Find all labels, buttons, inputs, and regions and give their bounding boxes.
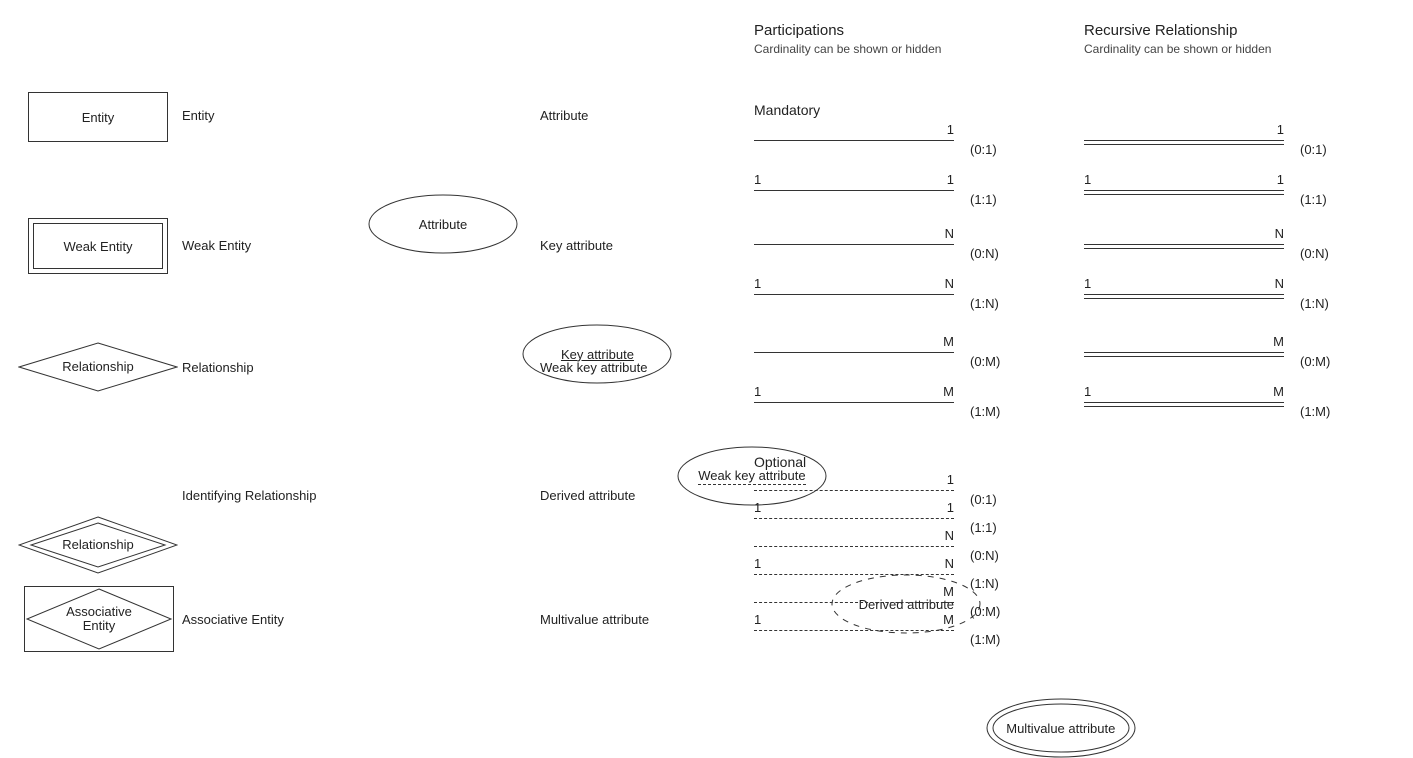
cardinality-line: M	[1084, 352, 1284, 358]
derived-attribute-caption: Derived attribute	[540, 488, 635, 503]
cardinality-left: 1	[754, 500, 761, 515]
cardinality-right: M	[943, 612, 954, 627]
relationship-symbol: Relationship	[18, 342, 178, 392]
cardinality-line: M	[754, 352, 954, 358]
cardinality-left: 1	[754, 612, 761, 627]
cardinality-line: 11	[754, 190, 954, 196]
relationship-label: Relationship	[62, 360, 134, 374]
key-attribute-symbol: Key attribute	[522, 324, 672, 384]
cardinality-line: 11	[754, 518, 954, 524]
cardinality-right: M	[943, 334, 954, 349]
identifying-relationship-caption: Identifying Relationship	[182, 488, 316, 503]
participations-heading: Participations	[754, 22, 844, 39]
cardinality-left: 1	[754, 276, 761, 291]
cardinality-text: (1:N)	[1300, 296, 1329, 311]
cardinality-text: (1:N)	[970, 576, 999, 591]
cardinality-line: 1M	[754, 630, 954, 636]
entity-label: Entity	[82, 110, 115, 125]
cardinality-line: M	[754, 602, 954, 608]
cardinality-text: (0:M)	[1300, 354, 1330, 369]
relationship-caption: Relationship	[182, 360, 254, 375]
associative-entity-symbol: Associative Entity	[24, 586, 174, 652]
cardinality-line: 1N	[754, 574, 954, 580]
key-attribute-caption: Key attribute	[540, 238, 613, 253]
associative-entity-caption: Associative Entity	[182, 612, 284, 627]
cardinality-text: (0:N)	[1300, 246, 1329, 261]
weak-entity-label: Weak Entity	[63, 239, 132, 254]
cardinality-right: M	[1273, 334, 1284, 349]
cardinality-text: (1:N)	[970, 296, 999, 311]
multivalue-attribute-symbol: Multivalue attribute	[986, 698, 1136, 758]
entity-symbol: Entity	[28, 92, 168, 142]
participations-sub: Cardinality can be shown or hidden	[754, 42, 941, 56]
cardinality-text: (0:1)	[1300, 142, 1327, 157]
cardinality-line: N	[754, 244, 954, 250]
cardinality-line: N	[754, 546, 954, 552]
cardinality-text: (0:N)	[970, 246, 999, 261]
cardinality-line: N	[1084, 244, 1284, 250]
cardinality-line: 11	[1084, 190, 1284, 196]
cardinality-right: 1	[947, 472, 954, 487]
optional-label: Optional	[754, 454, 806, 470]
recursive-sub: Cardinality can be shown or hidden	[1084, 42, 1271, 56]
entity-caption: Entity	[182, 108, 215, 123]
cardinality-line: 1	[1084, 140, 1284, 146]
mandatory-label: Mandatory	[754, 102, 820, 118]
cardinality-text: (1:M)	[970, 404, 1000, 419]
identifying-relationship-symbol: Relationship	[18, 516, 178, 574]
cardinality-right: 1	[947, 500, 954, 515]
weak-entity-symbol: Weak Entity	[28, 218, 168, 274]
cardinality-line: 1	[754, 140, 954, 146]
cardinality-right: N	[945, 226, 954, 241]
attribute-label: Attribute	[419, 217, 467, 232]
cardinality-right: M	[943, 384, 954, 399]
cardinality-text: (1:1)	[970, 520, 997, 535]
cardinality-right: 1	[1277, 172, 1284, 187]
cardinality-right: M	[1273, 384, 1284, 399]
cardinality-line: 1	[754, 490, 954, 496]
cardinality-right: N	[945, 528, 954, 543]
recursive-heading: Recursive Relationship	[1084, 22, 1237, 39]
attribute-symbol: Attribute	[368, 194, 518, 254]
cardinality-right: N	[1275, 226, 1284, 241]
cardinality-right: N	[1275, 276, 1284, 291]
cardinality-left: 1	[754, 384, 761, 399]
cardinality-text: (0:1)	[970, 492, 997, 507]
attribute-caption: Attribute	[540, 108, 588, 123]
identifying-relationship-label: Relationship	[62, 538, 134, 552]
cardinality-text: (0:N)	[970, 548, 999, 563]
cardinality-line: 1N	[1084, 294, 1284, 300]
cardinality-text: (0:M)	[970, 354, 1000, 369]
weak-key-attribute-label: Weak key attribute	[698, 468, 805, 485]
weak-entity-caption: Weak Entity	[182, 238, 251, 253]
cardinality-left: 1	[754, 556, 761, 571]
cardinality-right: 1	[947, 172, 954, 187]
cardinality-right: M	[943, 584, 954, 599]
cardinality-text: (1:M)	[970, 632, 1000, 647]
cardinality-text: (1:M)	[1300, 404, 1330, 419]
cardinality-left: 1	[1084, 384, 1091, 399]
cardinality-left: 1	[1084, 276, 1091, 291]
cardinality-text: (1:1)	[970, 192, 997, 207]
cardinality-text: (0:1)	[970, 142, 997, 157]
cardinality-left: 1	[1084, 172, 1091, 187]
cardinality-right: N	[945, 276, 954, 291]
cardinality-left: 1	[754, 172, 761, 187]
cardinality-right: 1	[947, 122, 954, 137]
cardinality-right: 1	[1277, 122, 1284, 137]
multivalue-attribute-label: Multivalue attribute	[1006, 721, 1115, 736]
cardinality-text: (0:M)	[970, 604, 1000, 619]
cardinality-line: 1N	[754, 294, 954, 300]
cardinality-line: 1M	[1084, 402, 1284, 408]
cardinality-text: (1:1)	[1300, 192, 1327, 207]
weak-key-attribute-caption: Weak key attribute	[540, 360, 647, 375]
cardinality-right: N	[945, 556, 954, 571]
cardinality-line: 1M	[754, 402, 954, 408]
multivalue-attribute-caption: Multivalue attribute	[540, 612, 649, 627]
